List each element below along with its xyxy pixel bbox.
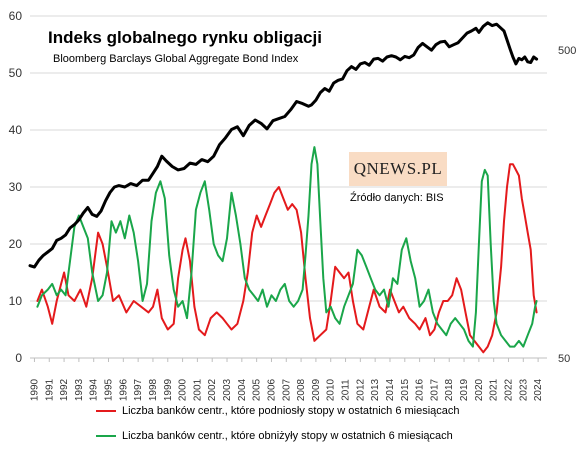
y-axis-right-ticks: 50 500 [558, 45, 576, 365]
x-tick-label: 2005 [252, 378, 263, 401]
x-tick-label: 2001 [192, 378, 203, 401]
series-line-2 [28, 21, 539, 269]
x-tick-label: 2000 [178, 378, 189, 401]
x-tick-label: 2018 [444, 378, 455, 401]
x-tick-label: 1996 [118, 378, 129, 401]
series-line-0 [36, 163, 538, 354]
x-tick-label: 2019 [459, 378, 470, 401]
x-tick-label: 2022 [503, 378, 514, 401]
x-tick-label: 1993 [74, 378, 85, 401]
x-tick-label: 2004 [237, 378, 248, 401]
y-tick-label-left: 10 [9, 294, 23, 308]
y-tick-label-left: 0 [15, 351, 22, 365]
logo-text: QNEWS.PL [353, 159, 443, 178]
x-tick-label: 1999 [163, 378, 174, 401]
source-note: Źródło danych: BIS [350, 192, 444, 204]
x-tick-label: 2024 [533, 378, 544, 401]
x-tick-label: 2009 [311, 378, 322, 401]
x-tick-label: 2013 [370, 378, 381, 401]
x-tick-label: 1990 [29, 378, 40, 401]
y-tick-label-left: 60 [9, 9, 23, 23]
x-tick-label: 2017 [429, 378, 440, 401]
y-tick-label-left: 50 [9, 66, 23, 80]
chart-subtitle: Bloomberg Barclays Global Aggregate Bond… [53, 53, 299, 65]
y-tick-label-left: 20 [9, 237, 23, 251]
x-tick-label: 1995 [104, 378, 115, 401]
x-tick-label: 2016 [415, 378, 426, 401]
x-tick-label: 2007 [281, 378, 292, 401]
x-tick-label: 2021 [489, 378, 500, 401]
x-tick-label: 2003 [222, 378, 233, 401]
legend-swatch-hikes [96, 410, 116, 412]
y-tick-label-right: 500 [558, 45, 576, 57]
y-axis-left-ticks: 0 10 20 30 40 50 60 [9, 9, 23, 365]
series-layer [28, 21, 539, 354]
x-tick-label: 2023 [518, 378, 529, 401]
y-tick-label-left: 30 [9, 180, 23, 194]
x-tick-label: 2010 [326, 378, 337, 401]
x-tick-label: 1997 [133, 378, 144, 401]
x-tick-label: 2012 [355, 378, 366, 401]
legend-swatch-cuts [96, 435, 116, 437]
x-axis-ticks: 1990 1991 1992 1993 1994 1995 1996 1997 1998 1999… [29, 358, 544, 401]
y-tick-label-left: 40 [9, 123, 23, 137]
x-tick-label: 1991 [44, 378, 55, 401]
legend-item-cuts: Liczba banków centr., które obniżyły sto… [96, 430, 453, 442]
x-tick-label: 2006 [266, 378, 277, 401]
x-tick-label: 2002 [207, 378, 218, 401]
qnews-logo: QNEWS.PL [349, 152, 447, 186]
x-tick-label: 1998 [148, 378, 159, 401]
x-tick-label: 1992 [59, 378, 70, 401]
chart-title: Indeks globalnego rynku obligacji [48, 28, 322, 47]
x-tick-label: 2008 [296, 378, 307, 401]
y-tick-label-right: 50 [558, 353, 570, 365]
x-tick-label: 1994 [89, 378, 100, 401]
x-tick-label: 2015 [400, 378, 411, 401]
series-line-1 [36, 146, 538, 348]
legend-item-hikes: Liczba banków centr., które podniosły st… [96, 405, 460, 417]
legend-label-hikes: Liczba banków centr., które podniosły st… [122, 405, 460, 417]
x-tick-label: 2011 [341, 379, 352, 401]
x-tick-label: 2020 [474, 378, 485, 401]
legend-label-cuts: Liczba banków centr., które obniżyły sto… [122, 430, 453, 442]
x-tick-label: 2014 [385, 378, 396, 401]
